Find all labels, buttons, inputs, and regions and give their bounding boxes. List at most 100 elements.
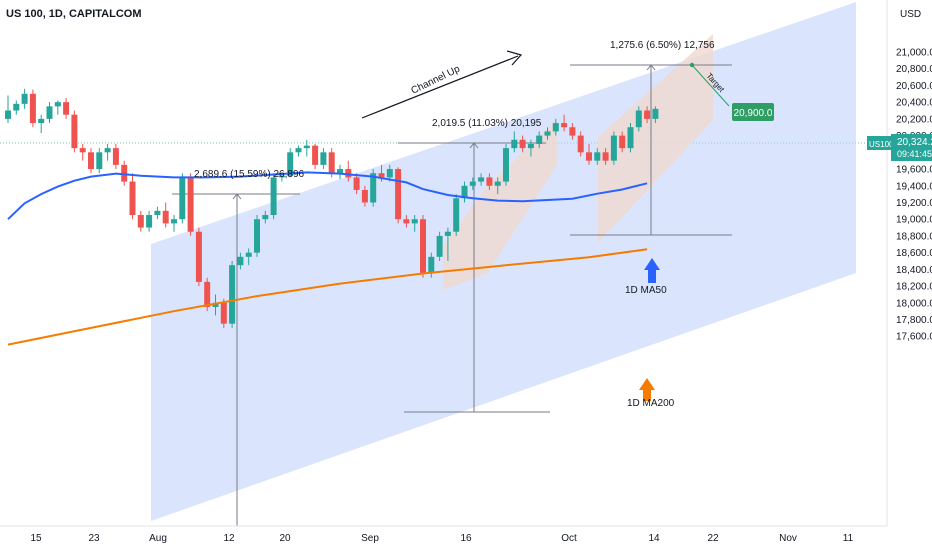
x-tick-label: 22: [707, 533, 719, 544]
candle-body: [29, 93, 36, 124]
candle-body: [527, 143, 534, 149]
x-tick-label: 16: [460, 533, 472, 544]
candle-body: [295, 148, 302, 153]
x-tick-label: 14: [648, 533, 660, 544]
last-price-badge: [891, 134, 932, 161]
x-tick-label: 12: [223, 533, 235, 544]
candle-body: [420, 219, 426, 274]
ma200-line: [7, 248, 648, 346]
channel-label: Channel Up: [409, 63, 462, 96]
candle-body: [444, 231, 451, 236]
move1-label: 2,689.6 (15.59%) 26,896: [194, 169, 305, 180]
candle-body: [312, 145, 319, 165]
target-badge: [732, 103, 774, 121]
candle-body: [204, 281, 211, 307]
ma50-line: [7, 171, 648, 220]
measure-arrow: [646, 64, 656, 71]
candle-body: [453, 198, 460, 232]
candle-body: [627, 127, 634, 149]
y-tick-label: 17,600.0: [896, 332, 932, 343]
y-tick-label: 18,000.0: [896, 298, 932, 309]
candle-body: [212, 302, 219, 307]
candle-body: [586, 152, 592, 161]
candle-body: [195, 231, 202, 282]
candle-body: [303, 145, 310, 149]
x-tick-label: Nov: [779, 533, 797, 544]
candle-body: [519, 139, 526, 149]
y-tick-label: 19,000.0: [896, 215, 932, 226]
candle-body: [644, 110, 651, 119]
y-tick-label: 20,400.0: [896, 98, 932, 109]
candle-body: [337, 169, 343, 174]
y-tick-label: 18,400.0: [896, 265, 932, 276]
candle-body: [610, 135, 617, 161]
countdown: 09:41:45: [897, 149, 932, 159]
candle-body: [403, 219, 410, 224]
candle-body: [262, 215, 269, 220]
candle-body: [635, 110, 642, 128]
measure-arrow: [232, 193, 242, 200]
x-tick-label: 23: [88, 533, 100, 544]
x-axis: 15 23 Aug 12 20 Sep 16 Oct 14 22 Nov 11: [30, 533, 853, 544]
candle-body: [436, 235, 443, 257]
y-tick-label: 19,200.0: [896, 198, 932, 209]
candle-body: [237, 256, 244, 266]
x-tick-label: Sep: [361, 533, 379, 544]
candle-body: [270, 177, 277, 216]
candle-body: [245, 252, 252, 257]
move3-label: 1,275.6 (6.50%) 12,756: [610, 40, 715, 51]
symbol-badge: [867, 136, 891, 150]
currency-label[interactable]: USD: [900, 9, 921, 20]
candle-body: [137, 215, 144, 228]
y-tick-label: 18,200.0: [896, 282, 932, 293]
candle-body: [5, 110, 11, 119]
candle-body: [187, 177, 194, 232]
candle-body: [544, 131, 551, 136]
candle-body: [370, 173, 377, 203]
last-price-value: 20,324.2: [897, 137, 932, 148]
candle-body: [461, 185, 468, 199]
candle-body: [154, 210, 161, 216]
channel-arrow-head: [506, 50, 523, 66]
candle-body: [511, 139, 518, 149]
candle-body: [71, 114, 78, 149]
candle-body: [561, 123, 568, 128]
candle-body: [162, 210, 169, 224]
zones-layer: [443, 34, 713, 290]
candle-body: [38, 118, 45, 124]
projection-zone-2: [598, 34, 713, 243]
y-tick-label: 18,600.0: [896, 248, 932, 259]
candle-body: [386, 169, 393, 178]
move2-label: 2,019.5 (11.03%) 20,195: [432, 118, 542, 129]
candle-body: [21, 93, 28, 104]
candle-body: [345, 169, 352, 178]
target-point: [689, 62, 695, 68]
candle-body: [220, 302, 227, 324]
candle-body: [104, 148, 111, 153]
candle-body: [594, 152, 601, 161]
y-axis: 17,600.0 17,800.0 18,000.0 18,200.0 18,400.0…: [896, 48, 932, 343]
chart-title: US 100, 1D, CAPITALCOM: [6, 8, 142, 20]
ma50-label: 1D MA50: [625, 285, 667, 296]
x-tick-label: Aug: [149, 533, 167, 544]
candle-body: [46, 106, 53, 119]
candle-body: [569, 127, 576, 136]
candle-body: [320, 152, 327, 165]
candle-body: [146, 215, 153, 228]
candle-body: [486, 177, 493, 186]
candle-body: [469, 181, 476, 186]
candle-body: [395, 169, 402, 220]
target-value: 20,900.0: [734, 108, 773, 119]
x-tick-label: 11: [843, 533, 854, 544]
candle-body: [353, 177, 360, 190]
measure-arrow: [469, 142, 479, 149]
y-tick-label: 20,200.0: [896, 114, 932, 125]
channel-layer: [151, 2, 856, 521]
candle-body: [229, 265, 236, 324]
channel-up-band: [151, 2, 856, 521]
candle-body: [13, 103, 20, 111]
candle-body: [254, 219, 260, 253]
candle-body: [478, 177, 485, 182]
